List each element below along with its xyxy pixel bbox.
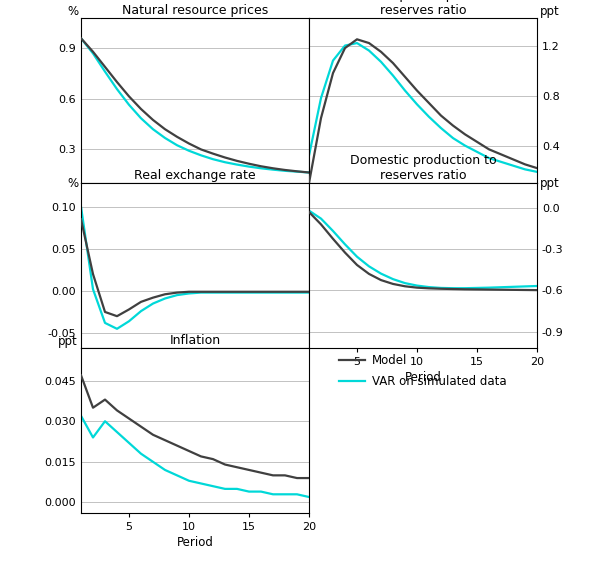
Title: Real exchange rate: Real exchange rate <box>134 169 256 182</box>
X-axis label: Period: Period <box>404 371 442 385</box>
Title: Natural resource prices: Natural resource prices <box>122 4 268 17</box>
X-axis label: Period: Period <box>176 536 214 549</box>
Text: %: % <box>67 177 78 190</box>
Text: ppt: ppt <box>58 335 78 348</box>
Text: %: % <box>67 5 78 18</box>
Title: Resource capital expenditure to
reserves ratio: Resource capital expenditure to reserves… <box>323 0 523 17</box>
Text: ppt: ppt <box>540 5 560 18</box>
Text: ppt: ppt <box>540 177 560 190</box>
Title: Domestic production to
reserves ratio: Domestic production to reserves ratio <box>350 154 496 182</box>
Legend: Model, VAR on simulated data: Model, VAR on simulated data <box>339 354 506 389</box>
Title: Inflation: Inflation <box>169 334 221 347</box>
